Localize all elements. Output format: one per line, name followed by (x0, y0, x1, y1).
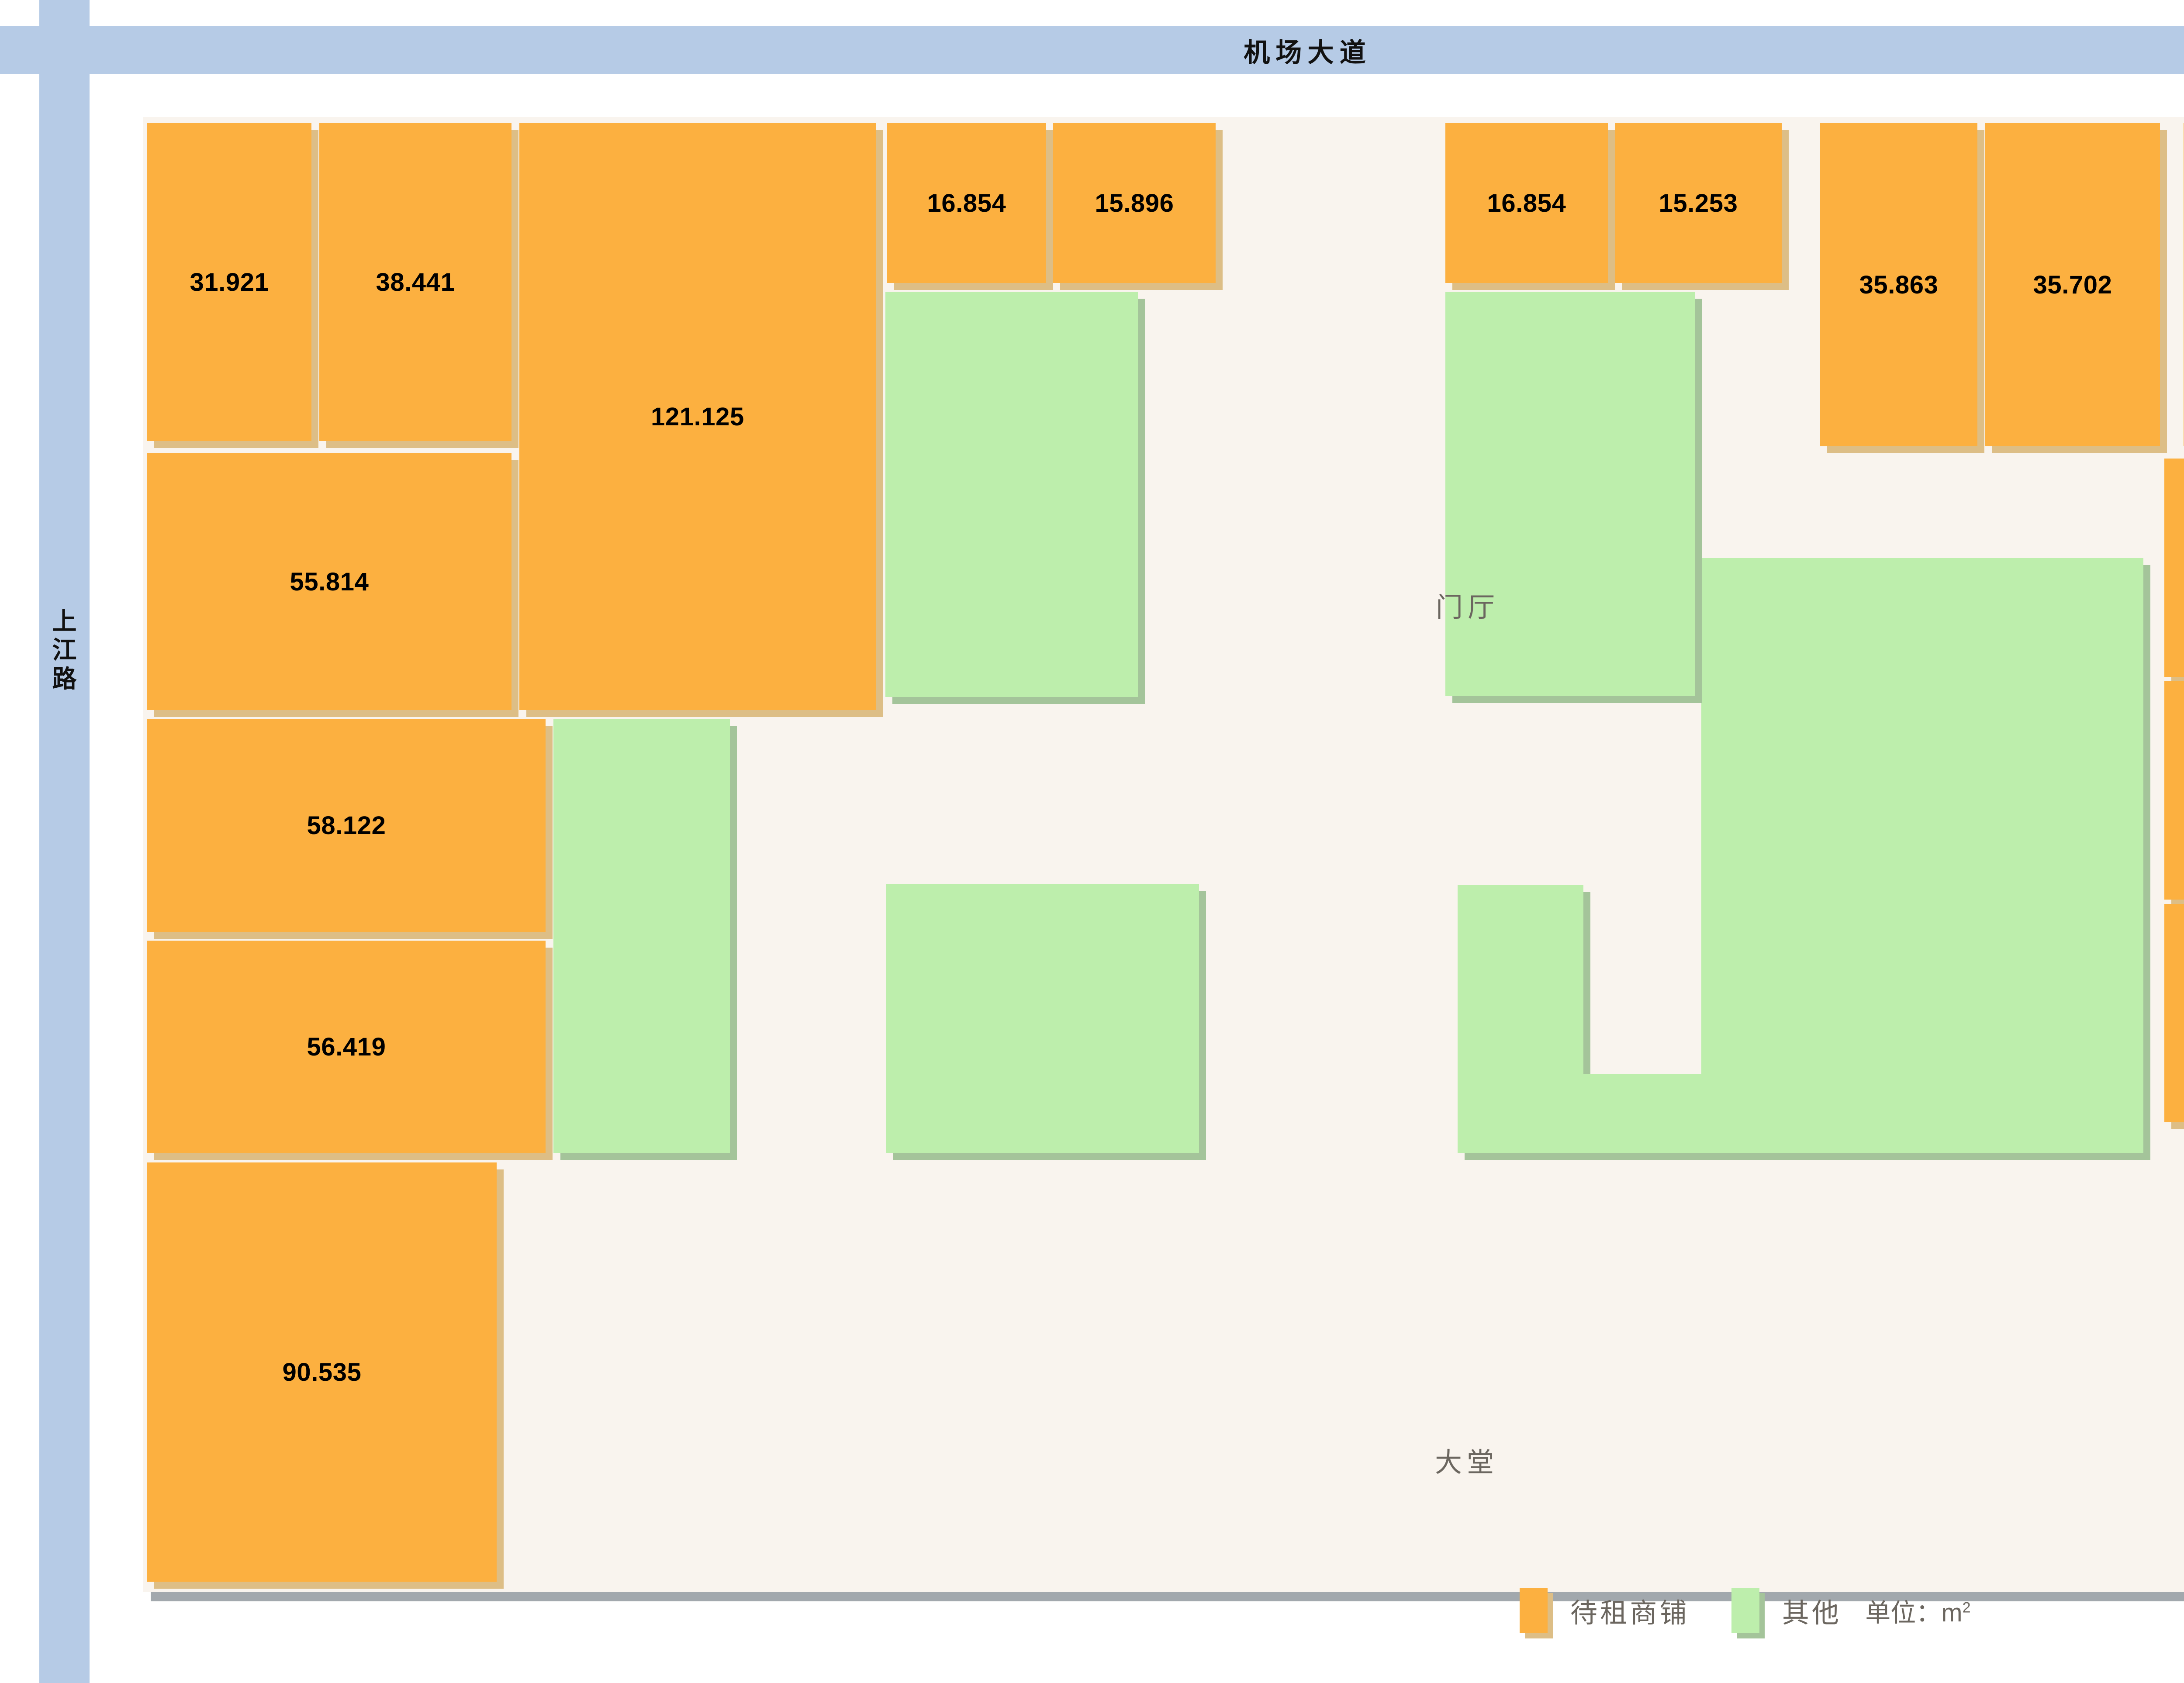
legend-label-other: 其他 (1782, 1598, 1842, 1628)
shop-unit-58-122[interactable]: 58.122 (147, 719, 546, 932)
u-shape-right-col[interactable] (1701, 558, 2143, 1153)
other-area-block[interactable] (886, 884, 1199, 1153)
unit-area-value: 15.253 (1659, 189, 1738, 217)
legend-swatch-other (1731, 1588, 1759, 1633)
shop-unit-47-884[interactable]: 47.884 (2164, 904, 2184, 1122)
road-left-char-3: 路 (52, 665, 77, 693)
shop-unit-16-854[interactable]: 16.854 (887, 123, 1046, 283)
legend: 待租商铺 其他 单位：m2 (1520, 1588, 1970, 1633)
unit-area-value: 15.896 (1095, 189, 1174, 217)
legend-unit-symbol: m (1941, 1599, 1963, 1627)
legend-unit-note: 单位：m2 (1865, 1592, 1970, 1629)
shop-unit-15-253[interactable]: 15.253 (1615, 123, 1782, 283)
unit-area-value: 56.419 (307, 1032, 386, 1061)
road-left-band (39, 0, 90, 1683)
legend-unit-exponent: 2 (1962, 1599, 1971, 1616)
unit-area-value: 16.854 (927, 189, 1006, 217)
unit-area-value: 16.854 (1487, 189, 1566, 217)
shop-unit-48-980[interactable]: 48.980 (2164, 681, 2184, 900)
road-left-char-2: 江 (52, 636, 77, 664)
shop-unit-16-854[interactable]: 16.854 (1445, 123, 1608, 283)
road-top-band (0, 26, 2184, 74)
unit-area-value: 35.863 (1859, 270, 1939, 299)
lobby-area-label: 门厅 (1436, 593, 1500, 623)
shop-unit-31-921[interactable]: 31.921 (147, 123, 311, 441)
road-top-label: 机场大道 (1244, 38, 1372, 67)
main-hall-area-label: 大堂 (1435, 1448, 1499, 1478)
shop-unit-55-814[interactable]: 55.814 (147, 453, 511, 710)
shop-unit-35-863[interactable]: 35.863 (1820, 123, 1977, 446)
legend-unit-text: 单位： (1865, 1599, 1942, 1627)
unit-area-value: 31.921 (190, 268, 269, 297)
unit-area-value: 58.122 (307, 811, 386, 840)
shop-unit-57-950[interactable]: 57.950 (2164, 459, 2184, 677)
unit-area-value: 90.535 (282, 1358, 362, 1386)
shop-unit-56-419[interactable]: 56.419 (147, 941, 546, 1153)
unit-area-value: 121.125 (651, 402, 744, 431)
shop-unit-121-125[interactable]: 121.125 (519, 123, 876, 710)
unit-area-value: 38.441 (376, 268, 455, 297)
shop-unit-35-702[interactable]: 35.702 (1985, 123, 2160, 446)
unit-area-value: 55.814 (290, 567, 369, 596)
shop-unit-38-441[interactable]: 38.441 (319, 123, 511, 441)
plan-outline-bottom (151, 1592, 2184, 1601)
floor-plan-canvas: 31.921 38.441 55.814 121.125 16.854 15.896 16.… (143, 117, 2184, 1633)
shop-unit-90-535[interactable]: 90.535 (147, 1162, 497, 1582)
other-area-block[interactable] (1445, 292, 1695, 696)
road-left-label: 上 江 路 (39, 607, 90, 693)
legend-swatch-for-rent (1520, 1588, 1548, 1633)
other-area-block[interactable] (553, 719, 730, 1153)
shop-unit-15-896[interactable]: 15.896 (1053, 123, 1216, 283)
road-left-char-1: 上 (52, 607, 77, 635)
legend-label-for-rent: 待租商铺 (1570, 1598, 1690, 1628)
unit-area-value: 35.702 (2033, 270, 2112, 299)
other-area-block[interactable] (885, 292, 1138, 697)
